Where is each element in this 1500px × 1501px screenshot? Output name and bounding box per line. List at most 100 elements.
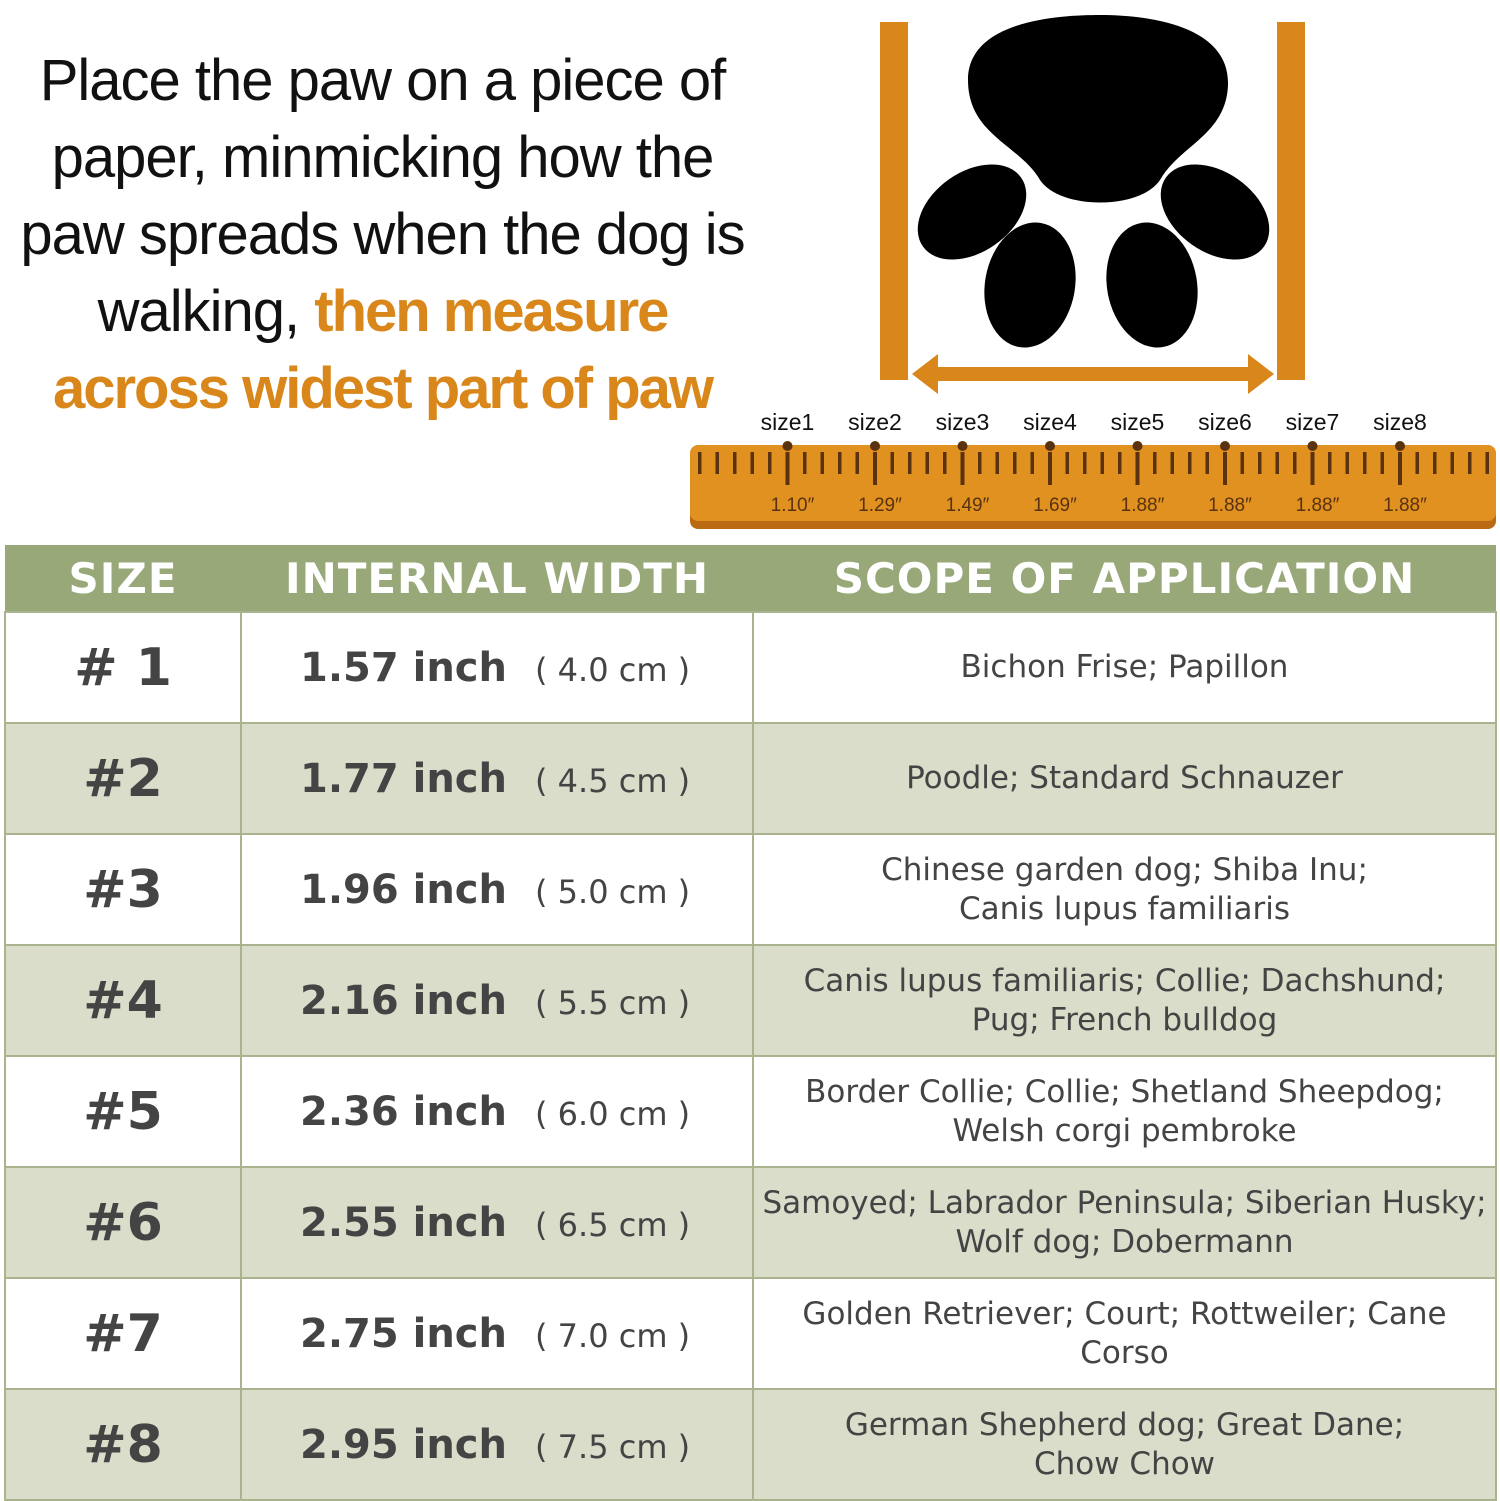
- scope-line: Chow Chow: [1033, 1445, 1216, 1482]
- table-row: #5 2.36 inch ( 6.0 cm ) Border Collie; Co…: [4, 1055, 1497, 1168]
- size-cell: #2: [4, 722, 242, 835]
- ruler-size-value: 1.88″: [1383, 495, 1427, 516]
- width-cell: 2.55 inch ( 6.5 cm ): [240, 1166, 754, 1279]
- width-cm: ( 4.5 cm ): [535, 761, 691, 800]
- scope-line: Pug; French bulldog: [971, 1001, 1278, 1038]
- width-arrow-icon: [912, 354, 1274, 394]
- ruler-major-tick: [873, 452, 877, 485]
- ruler-tick: [803, 452, 807, 474]
- width-cm: ( 7.5 cm ): [535, 1427, 691, 1466]
- ruler-tick: [943, 452, 947, 474]
- size-cell: #3: [4, 833, 242, 946]
- scope-line: Samoyed; Labrador Peninsula; Siberian Hu…: [762, 1184, 1487, 1221]
- ruler-size-marker: [957, 441, 968, 451]
- ruler-tick: [1293, 452, 1297, 474]
- ruler-size-marker: [870, 441, 880, 451]
- size-cell: #5: [4, 1055, 242, 1168]
- scope-cell: Poodle; Standard Schnauzer: [752, 722, 1497, 835]
- size-cell: #6: [4, 1166, 242, 1279]
- ruler-size-marker: [1220, 441, 1230, 451]
- ruler-tick: [1240, 452, 1244, 474]
- ruler-size-marker: [1045, 441, 1055, 451]
- ruler-tick: [1345, 452, 1349, 474]
- ruler-tick: [820, 452, 824, 474]
- width-cm: ( 5.5 cm ): [535, 983, 691, 1022]
- ruler-tick: [1065, 452, 1069, 474]
- ruler-size-marker: [1395, 441, 1405, 451]
- ruler-tick: [1433, 452, 1437, 474]
- width-cell: 1.77 inch ( 4.5 cm ): [240, 722, 754, 835]
- scope-line: Wolf dog; Dobermann: [955, 1223, 1294, 1260]
- ruler-size-label: size6: [1198, 409, 1252, 435]
- scope-line: Bichon Frise; Papillon: [960, 649, 1289, 685]
- ruler-size-label: size3: [936, 409, 990, 435]
- ruler-tick: [1205, 452, 1209, 474]
- ruler-tick: [890, 452, 894, 474]
- ruler-tick: [1468, 452, 1472, 474]
- ruler-tick: [750, 452, 754, 474]
- ruler-size-label: size2: [848, 409, 902, 435]
- ruler-size-label: size1: [761, 409, 815, 435]
- width-cm: ( 6.5 cm ): [535, 1205, 691, 1244]
- column-header: SIZE: [5, 545, 241, 612]
- column-header: SCOPE OF APPLICATION: [753, 545, 1496, 612]
- size-cell: #4: [4, 944, 242, 1057]
- width-inch: 1.96 inch: [300, 866, 507, 913]
- ruler-size-label: size8: [1373, 409, 1427, 435]
- width-inch: 1.77 inch: [300, 755, 507, 802]
- ruler-major-tick: [1310, 452, 1315, 485]
- scope-line: Canis lupus familiaris; Collie; Dachshun…: [803, 962, 1446, 999]
- table-row: #3 1.96 inch ( 5.0 cm ) Chinese garden do…: [4, 833, 1497, 946]
- ruler-tick: [1380, 452, 1384, 474]
- ruler-tick: [1100, 452, 1104, 474]
- ruler-tick: [1170, 452, 1174, 474]
- ruler-size-label: size4: [1023, 409, 1077, 435]
- width-cm: ( 7.0 cm ): [535, 1316, 691, 1355]
- width-inch: 2.55 inch: [300, 1199, 507, 1246]
- ruler-size-marker: [1132, 441, 1143, 451]
- scope-cell: Canis lupus familiaris; Collie; Dachshun…: [752, 944, 1497, 1057]
- ruler-tick: [908, 452, 912, 474]
- ruler-major-tick: [1398, 452, 1402, 485]
- scope-line: German Shepherd dog; Great Dane;: [844, 1406, 1405, 1443]
- scope-cell: Chinese garden dog; Shiba Inu; Canis lupu…: [752, 833, 1497, 946]
- ruler-tick: [1415, 452, 1419, 474]
- ruler-tick: [1153, 452, 1157, 474]
- ruler-tick: [768, 452, 772, 474]
- ruler-tick: [1013, 452, 1017, 474]
- ruler-size-value: 1.10″: [771, 495, 815, 516]
- table-row: #7 2.75 inch ( 7.0 cm ) Golden Retriever;…: [4, 1277, 1497, 1390]
- column-header: INTERNAL WIDTH: [241, 545, 753, 612]
- scope-cell: Golden Retriever; Court; Rottweiler; Can…: [752, 1277, 1497, 1390]
- ruler-size-marker: [782, 441, 793, 451]
- ruler-major-tick: [1223, 452, 1227, 485]
- table-row: # 1 1.57 inch ( 4.0 cm ) Bichon Frise; Pa…: [4, 611, 1497, 724]
- scope-line: Poodle; Standard Schnauzer: [906, 760, 1343, 796]
- ruler-size-value: 1.88″: [1208, 495, 1252, 516]
- right-guide-bar: [1277, 22, 1305, 380]
- width-inch: 2.95 inch: [300, 1421, 507, 1468]
- ruler-tick: [733, 452, 737, 474]
- size-cell: #8: [4, 1388, 242, 1501]
- table-row: #4 2.16 inch ( 5.5 cm ) Canis lupus famil…: [4, 944, 1497, 1057]
- ruler-major-tick: [1048, 452, 1052, 485]
- width-cell: 2.16 inch ( 5.5 cm ): [240, 944, 754, 1057]
- table-row: #6 2.55 inch ( 6.5 cm ) Samoyed; Labrador…: [4, 1166, 1497, 1279]
- ruler-size-value: 1.29″: [858, 495, 902, 516]
- width-cell: 1.96 inch ( 5.0 cm ): [240, 833, 754, 946]
- ruler-tick: [1485, 452, 1489, 474]
- ruler-size-value: 1.88″: [1296, 495, 1340, 516]
- ruler: size1 1.10″ size2 1.29″ size3 1.49″ size4 1.69″…: [690, 409, 1496, 529]
- size-cell: # 1: [4, 611, 242, 724]
- width-cell: 2.36 inch ( 6.0 cm ): [240, 1055, 754, 1168]
- ruler-tick: [1188, 452, 1192, 474]
- width-cm: ( 6.0 cm ): [535, 1094, 691, 1133]
- ruler-tick: [838, 452, 842, 474]
- scope-line: Chinese garden dog; Shiba Inu;: [881, 851, 1368, 888]
- table-row: #2 1.77 inch ( 4.5 cm ) Poodle; Standard …: [4, 722, 1497, 835]
- ruler-tick: [715, 452, 719, 474]
- instruction-text: Place the paw on a piece of paper, minmi…: [10, 42, 755, 427]
- scope-line: Golden Retriever; Court; Rottweiler; Can…: [802, 1295, 1447, 1371]
- width-inch: 2.36 inch: [300, 1088, 507, 1135]
- width-cell: 2.75 inch ( 7.0 cm ): [240, 1277, 754, 1390]
